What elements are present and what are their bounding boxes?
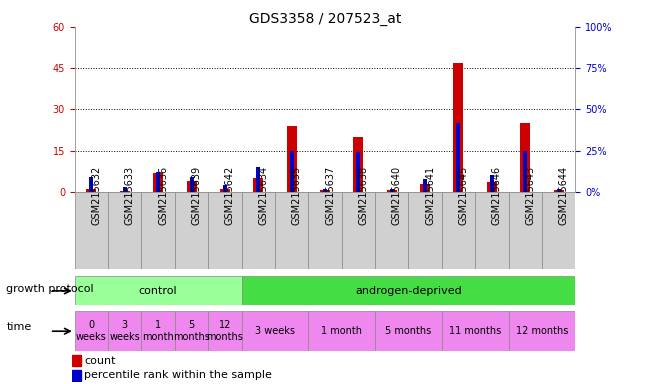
Bar [142, 311, 175, 351]
Bar [356, 152, 360, 192]
Bar [75, 311, 108, 351]
Bar [254, 178, 263, 192]
Bar [187, 181, 196, 192]
Text: 1 month: 1 month [321, 326, 362, 336]
Text: GSM215632: GSM215632 [92, 166, 101, 225]
Text: androgen-deprived: androgen-deprived [355, 286, 462, 296]
Bar [142, 192, 175, 269]
Bar [290, 151, 294, 192]
Text: percentile rank within the sample: percentile rank within the sample [84, 370, 272, 380]
Bar [556, 189, 560, 192]
Bar [508, 192, 542, 269]
Bar [208, 311, 242, 351]
Bar [354, 137, 363, 192]
Text: GSM215637: GSM215637 [325, 166, 335, 225]
Bar [120, 191, 130, 192]
Bar [442, 192, 475, 269]
Text: 12
months: 12 months [207, 320, 243, 342]
Text: count: count [84, 356, 116, 366]
Text: 11 months: 11 months [449, 326, 501, 336]
Text: GSM215644: GSM215644 [558, 166, 569, 225]
Bar [256, 167, 260, 192]
Bar [175, 192, 208, 269]
Text: GSM215641: GSM215641 [425, 166, 435, 225]
Bar [223, 185, 227, 192]
Bar [454, 63, 463, 192]
Text: GSM215645: GSM215645 [458, 166, 469, 225]
Bar [487, 182, 497, 192]
Bar [320, 190, 330, 192]
Text: 12 months: 12 months [515, 326, 568, 336]
Bar [375, 192, 408, 269]
Bar [220, 189, 230, 192]
Bar [242, 192, 275, 269]
Bar [387, 190, 396, 192]
Text: 0
weeks: 0 weeks [76, 320, 107, 342]
Bar [153, 173, 163, 192]
Text: 1
month: 1 month [142, 320, 174, 342]
Bar [420, 184, 430, 192]
Bar [287, 126, 296, 192]
Bar [108, 192, 142, 269]
Bar [90, 177, 94, 192]
Bar [108, 311, 142, 351]
Text: control: control [139, 286, 177, 296]
Text: 5
months: 5 months [173, 320, 210, 342]
Text: GSM215633: GSM215633 [125, 166, 135, 225]
Text: GSM215638: GSM215638 [358, 166, 369, 225]
Bar [275, 192, 308, 269]
Bar [156, 172, 160, 192]
Text: GSM215635: GSM215635 [292, 166, 302, 225]
Bar [523, 151, 527, 192]
Bar [308, 311, 375, 351]
Bar [190, 177, 194, 192]
Bar [86, 189, 96, 192]
Bar [242, 311, 308, 351]
Text: growth protocol: growth protocol [6, 285, 94, 295]
Bar [208, 192, 242, 269]
Text: 5 months: 5 months [385, 326, 432, 336]
Bar [508, 311, 575, 351]
Bar [475, 192, 508, 269]
Bar [442, 311, 508, 351]
Bar [423, 179, 427, 192]
Text: GSM215642: GSM215642 [225, 166, 235, 225]
Bar [542, 192, 575, 269]
Bar [242, 276, 575, 305]
Bar [75, 276, 242, 305]
Bar [456, 122, 460, 192]
Text: GSM215634: GSM215634 [258, 166, 268, 225]
Bar [123, 187, 127, 192]
Text: time: time [6, 322, 32, 332]
Text: GSM215646: GSM215646 [492, 166, 502, 225]
Title: GDS3358 / 207523_at: GDS3358 / 207523_at [249, 12, 401, 26]
Text: GSM215643: GSM215643 [525, 166, 535, 225]
Bar [390, 189, 394, 192]
Bar [72, 370, 81, 381]
Bar [175, 311, 208, 351]
Bar [408, 192, 442, 269]
Bar [554, 190, 564, 192]
Text: GSM215640: GSM215640 [392, 166, 402, 225]
Bar [490, 175, 494, 192]
Bar [75, 192, 108, 269]
Bar [520, 123, 530, 192]
Bar [72, 355, 81, 366]
Text: 3
weeks: 3 weeks [109, 320, 140, 342]
Bar [375, 311, 442, 351]
Bar [308, 192, 342, 269]
Bar [342, 192, 375, 269]
Text: GSM215636: GSM215636 [158, 166, 168, 225]
Text: 3 weeks: 3 weeks [255, 326, 295, 336]
Text: GSM215639: GSM215639 [192, 166, 202, 225]
Bar [323, 189, 327, 192]
